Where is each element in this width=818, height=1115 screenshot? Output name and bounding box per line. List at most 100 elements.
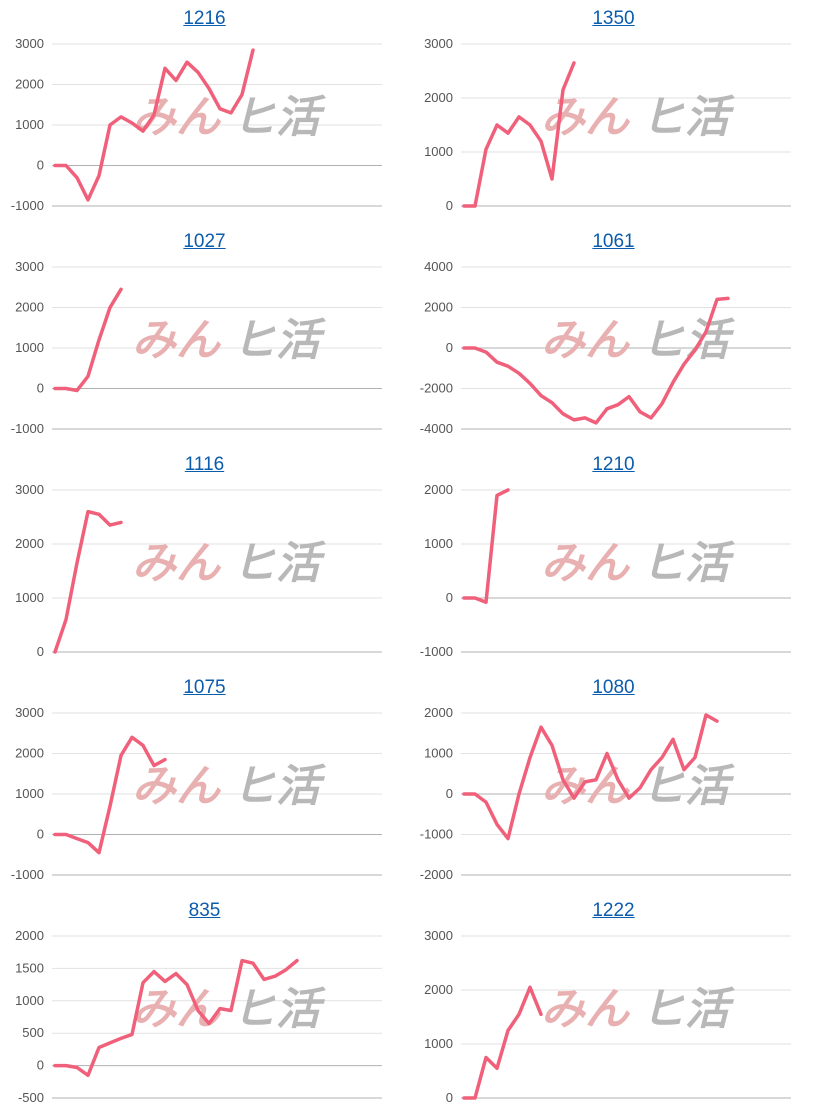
svg-text:みん: みん (541, 315, 631, 366)
y-tick-label: 3000 (15, 36, 44, 51)
svg-text:ヒ活: ヒ活 (641, 984, 735, 1035)
chart-panel: -4000 -2000 0 2000 4000 みん ヒ活 1061 (409, 223, 818, 446)
svg-text:みん: みん (541, 92, 631, 143)
y-tick-label: 0 (37, 644, 44, 659)
y-tick-label: 0 (446, 590, 453, 605)
y-tick-label: 2000 (15, 300, 44, 315)
chart-panel: -500 0 500 1000 1500 2000 みん ヒ活 835 (0, 892, 409, 1115)
chart-title-link[interactable]: 1210 (409, 454, 818, 476)
chart-svg: -1000 0 1000 2000 みん ヒ活 (409, 446, 818, 669)
y-tick-label: 4000 (424, 259, 453, 274)
svg-text:ヒ活: ヒ活 (641, 761, 735, 812)
watermark-logo: みん ヒ活 (541, 538, 735, 589)
series-line (464, 987, 541, 1098)
chart-svg: 0 1000 2000 3000 みん ヒ活 (409, 892, 818, 1115)
svg-text:みん: みん (541, 984, 631, 1035)
y-tick-label: 500 (22, 1025, 44, 1040)
watermark-logo: みん ヒ活 (132, 315, 326, 366)
chart-panel: -1000 0 1000 2000 3000 みん ヒ活 1075 (0, 669, 409, 892)
svg-text:ヒ活: ヒ活 (641, 538, 735, 589)
y-tick-label: 0 (37, 158, 44, 173)
watermark-logo: みん ヒ活 (541, 315, 735, 366)
svg-text:ヒ活: ヒ活 (232, 538, 326, 589)
watermark-logo: みん ヒ活 (541, 92, 735, 143)
chart-panel: -1000 0 1000 2000 みん ヒ活 1210 (409, 446, 818, 669)
y-tick-label: 2000 (424, 482, 453, 497)
y-tick-label: 0 (446, 198, 453, 213)
chart-svg: 0 1000 2000 3000 みん ヒ活 (409, 0, 818, 223)
watermark-logo: みん ヒ活 (132, 538, 326, 589)
y-tick-label: 2000 (424, 300, 453, 315)
y-tick-label: 3000 (15, 482, 44, 497)
y-tick-label: 0 (37, 381, 44, 396)
y-tick-label: 2000 (424, 705, 453, 720)
y-tick-label: -2000 (420, 867, 453, 882)
y-tick-label: 0 (37, 827, 44, 842)
chart-title-link[interactable]: 1080 (409, 677, 818, 699)
y-tick-label: 2000 (15, 536, 44, 551)
chart-panel: -2000 -1000 0 1000 2000 みん ヒ活 1080 (409, 669, 818, 892)
y-tick-label: -1000 (11, 198, 44, 213)
svg-text:ヒ活: ヒ活 (232, 761, 326, 812)
y-tick-label: 1000 (424, 536, 453, 551)
chart-panel: 0 1000 2000 3000 みん ヒ活 1222 (409, 892, 818, 1115)
chart-svg: -1000 0 1000 2000 3000 みん ヒ活 (0, 223, 409, 446)
y-tick-label: 2000 (15, 746, 44, 761)
chart-title-link[interactable]: 1116 (0, 454, 409, 476)
watermark-logo: みん ヒ活 (132, 761, 326, 812)
svg-text:みん: みん (132, 315, 222, 366)
series-line (464, 490, 508, 602)
svg-text:みん: みん (132, 984, 222, 1035)
y-tick-label: 0 (37, 1058, 44, 1073)
chart-svg: 0 1000 2000 3000 みん ヒ活 (0, 446, 409, 669)
chart-svg: -4000 -2000 0 2000 4000 みん ヒ活 (409, 223, 818, 446)
svg-text:みん: みん (541, 761, 631, 812)
y-tick-label: 2000 (424, 982, 453, 997)
series-line (464, 63, 574, 206)
chart-svg: -2000 -1000 0 1000 2000 みん ヒ活 (409, 669, 818, 892)
y-tick-label: 2000 (15, 77, 44, 92)
chart-title-link[interactable]: 1216 (0, 8, 409, 30)
svg-text:みん: みん (132, 761, 222, 812)
y-tick-label: 3000 (15, 259, 44, 274)
chart-title-link[interactable]: 1222 (409, 900, 818, 922)
chart-svg: -1000 0 1000 2000 3000 みん ヒ活 (0, 0, 409, 223)
svg-text:ヒ活: ヒ活 (232, 92, 326, 143)
chart-panel: 0 1000 2000 3000 みん ヒ活 1350 (409, 0, 818, 223)
svg-text:みん: みん (541, 538, 631, 589)
y-tick-label: 0 (446, 340, 453, 355)
y-tick-label: 1000 (424, 746, 453, 761)
series-line (55, 512, 121, 652)
y-tick-label: 1000 (15, 786, 44, 801)
chart-title-link[interactable]: 1061 (409, 231, 818, 253)
y-tick-label: 1000 (15, 590, 44, 605)
svg-text:ヒ活: ヒ活 (232, 315, 326, 366)
chart-svg: -500 0 500 1000 1500 2000 みん ヒ活 (0, 892, 409, 1115)
y-tick-label: 0 (446, 786, 453, 801)
chart-panel: -1000 0 1000 2000 3000 みん ヒ活 1027 (0, 223, 409, 446)
y-tick-label: 2000 (15, 928, 44, 943)
svg-text:みん: みん (132, 92, 222, 143)
y-tick-label: 3000 (15, 705, 44, 720)
series-line (55, 289, 121, 390)
chart-title-link[interactable]: 1027 (0, 231, 409, 253)
y-tick-label: -500 (18, 1090, 44, 1105)
watermark-logo: みん ヒ活 (541, 984, 735, 1035)
y-tick-label: 3000 (424, 928, 453, 943)
svg-text:ヒ活: ヒ活 (232, 984, 326, 1035)
chart-title-link[interactable]: 1075 (0, 677, 409, 699)
y-tick-label: -1000 (11, 867, 44, 882)
y-tick-label: -1000 (420, 827, 453, 842)
svg-text:ヒ活: ヒ活 (641, 92, 735, 143)
y-tick-label: 0 (446, 1090, 453, 1105)
y-tick-label: -4000 (420, 421, 453, 436)
chart-title-link[interactable]: 835 (0, 900, 409, 922)
y-tick-label: 1000 (15, 340, 44, 355)
y-tick-label: -2000 (420, 381, 453, 396)
y-tick-label: 1500 (15, 960, 44, 975)
svg-text:みん: みん (132, 538, 222, 589)
chart-title-link[interactable]: 1350 (409, 8, 818, 30)
y-tick-label: -1000 (420, 644, 453, 659)
y-tick-label: 3000 (424, 36, 453, 51)
